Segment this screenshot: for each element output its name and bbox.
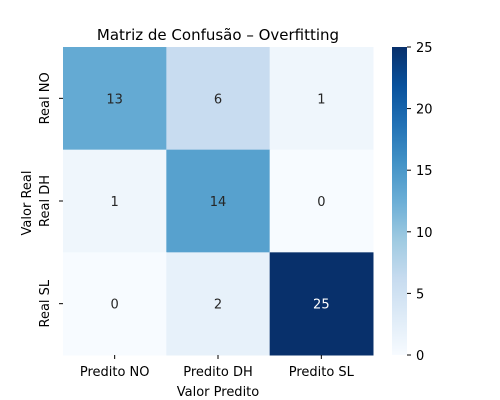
cell-value-r2-c2: 25 xyxy=(313,298,330,313)
colorbar: 0 5 10 15 20 25 xyxy=(392,41,433,364)
colorbar-tick-label-20: 20 xyxy=(416,103,433,118)
colorbar-gradient xyxy=(392,47,407,355)
cell-value-r0-c2: 1 xyxy=(317,92,325,107)
chart-title: Matriz de Confusão – Overfitting xyxy=(97,26,339,44)
cell-value-r1-c1: 14 xyxy=(210,195,227,210)
heatmap-cell-r2-c2 xyxy=(269,252,374,356)
colorbar-tick-label-10: 10 xyxy=(416,226,433,241)
x-tick-label-predito-sl: Predito SL xyxy=(289,365,355,380)
cell-value-r2-c1: 2 xyxy=(214,298,222,313)
heatmap-grid: 13 6 1 1 14 0 0 2 25 xyxy=(63,47,374,356)
heatmap-cell-r1-c1 xyxy=(166,149,271,253)
cell-value-r1-c0: 1 xyxy=(111,195,119,210)
y-axis-ticks: Real NO Real DH Real SL xyxy=(38,72,63,327)
x-axis-label: Valor Predito xyxy=(177,385,260,400)
x-tick-label-predito-no: Predito NO xyxy=(80,365,150,380)
y-tick-label-real-dh: Real DH xyxy=(38,175,53,227)
x-axis-ticks: Predito NO Predito DH Predito SL xyxy=(80,355,355,380)
cell-value-r2-c0: 0 xyxy=(111,298,119,313)
y-tick-label-real-sl: Real SL xyxy=(38,279,53,327)
cell-value-r0-c1: 6 xyxy=(214,92,222,107)
heatmap-cell-r0-c1 xyxy=(166,47,271,151)
heatmap-cell-r0-c2 xyxy=(269,47,374,151)
colorbar-tick-label-0: 0 xyxy=(416,349,424,364)
cell-value-r1-c2: 0 xyxy=(317,195,325,210)
colorbar-tick-label-25: 25 xyxy=(416,41,433,56)
heatmap-cell-r2-c0 xyxy=(63,252,167,356)
heatmap-cell-r0-c0 xyxy=(63,47,167,151)
heatmap-cell-r2-c1 xyxy=(166,252,271,356)
y-tick-label-real-no: Real NO xyxy=(38,72,53,124)
y-axis-label: Valor Real xyxy=(20,171,35,236)
cell-value-r0-c0: 13 xyxy=(106,92,123,107)
x-tick-label-predito-dh: Predito DH xyxy=(183,365,253,380)
colorbar-tick-label-5: 5 xyxy=(416,287,424,302)
heatmap-cell-r1-c2 xyxy=(269,149,374,253)
heatmap-cell-r1-c0 xyxy=(63,149,167,253)
colorbar-tick-label-15: 15 xyxy=(416,164,433,179)
